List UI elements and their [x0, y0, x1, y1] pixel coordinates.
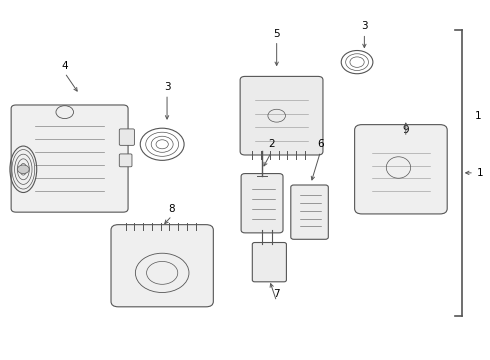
Text: 5: 5 [273, 28, 280, 39]
Text: 6: 6 [317, 139, 324, 149]
Text: 2: 2 [269, 139, 275, 149]
Text: 4: 4 [61, 61, 68, 71]
FancyBboxPatch shape [111, 225, 213, 307]
FancyBboxPatch shape [291, 185, 328, 239]
FancyBboxPatch shape [240, 76, 323, 155]
Text: 3: 3 [164, 82, 171, 92]
FancyBboxPatch shape [355, 125, 447, 214]
Circle shape [18, 165, 29, 174]
Text: 1: 1 [475, 111, 481, 121]
Text: 8: 8 [169, 203, 175, 213]
Text: 1: 1 [476, 168, 483, 178]
FancyBboxPatch shape [119, 154, 132, 167]
Text: 7: 7 [273, 289, 280, 299]
Text: 3: 3 [361, 21, 368, 31]
Text: 9: 9 [402, 125, 409, 135]
FancyBboxPatch shape [241, 174, 283, 233]
FancyBboxPatch shape [119, 129, 134, 145]
FancyBboxPatch shape [252, 243, 287, 282]
FancyBboxPatch shape [11, 105, 128, 212]
